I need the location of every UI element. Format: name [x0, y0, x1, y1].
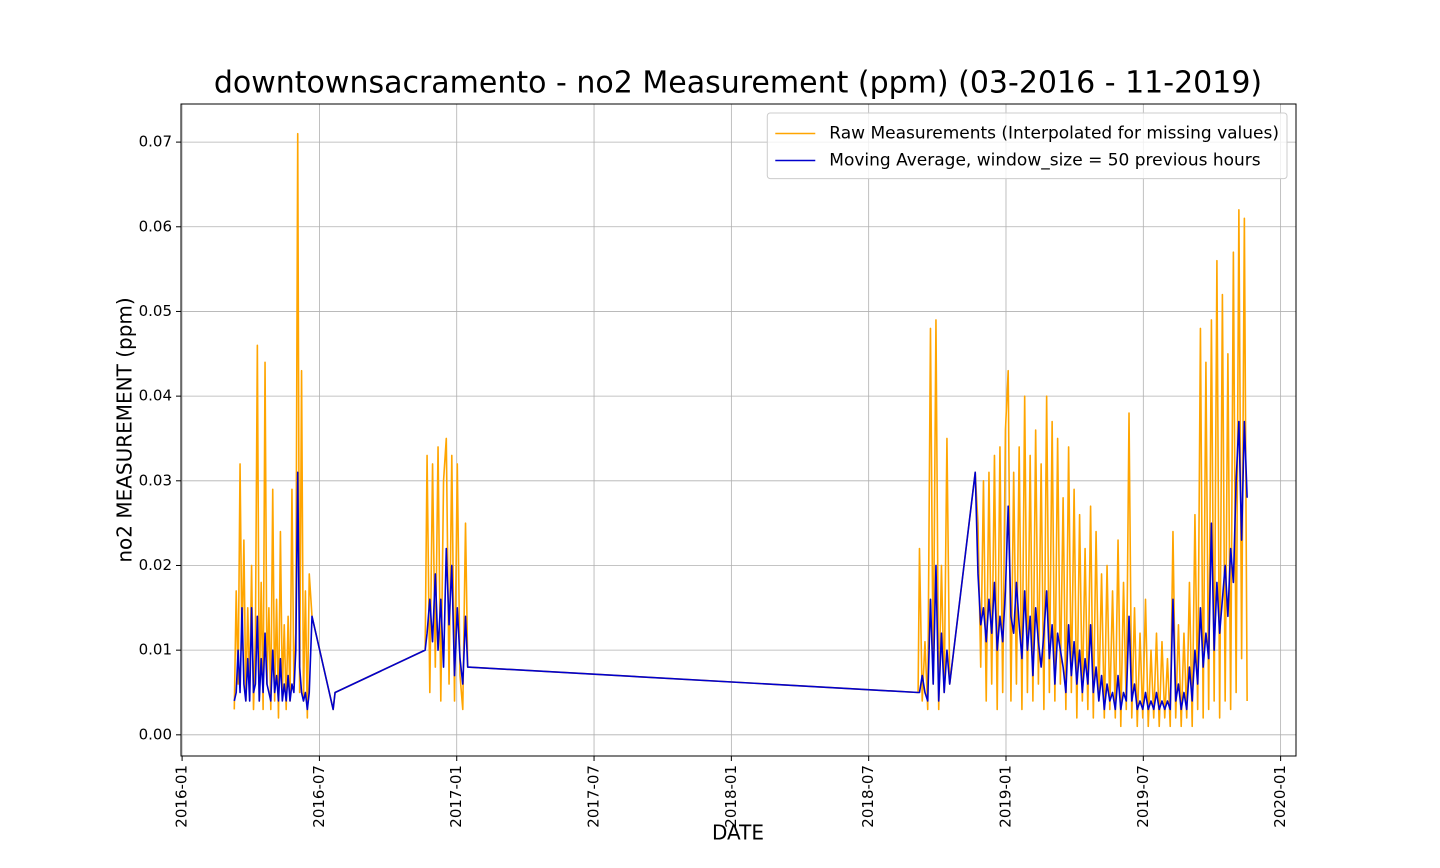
- x-tick-label: 2019-07: [1134, 765, 1152, 828]
- x-tick-label: 2018-07: [859, 765, 877, 828]
- y-tick-label: 0.05: [139, 302, 172, 320]
- ticks: 0.00 0.01 0.02 0.03 0.04 0.05 0.06 0.07 2016-01 2…: [139, 133, 1290, 828]
- legend-label: Moving Average, window_size = 50 previou…: [829, 151, 1261, 171]
- legend-label: Raw Measurements (Interpolated for missi…: [829, 124, 1279, 144]
- x-axis-label: DATE: [712, 821, 764, 845]
- y-axis-label: no2 MEASUREMENT (ppm): [113, 297, 137, 562]
- legend-box: [766, 112, 1288, 180]
- chart-title: downtownsacramento - no2 Measurement (pp…: [214, 66, 1262, 101]
- y-tick-label: 0.03: [139, 471, 172, 489]
- data-line: [233, 132, 1248, 728]
- x-tick-label: 2018-01: [722, 765, 740, 828]
- lines: [233, 132, 1248, 728]
- y-tick-label: 0.04: [139, 387, 172, 405]
- x-tick-label: 2017-01: [447, 765, 465, 828]
- y-tick-label: 0.02: [139, 556, 172, 574]
- x-tick-label: 2019-01: [996, 765, 1014, 828]
- y-tick-label: 0.06: [139, 217, 172, 235]
- legend: Raw Measurements (Interpolated for missi…: [766, 112, 1288, 180]
- data-line: [233, 420, 1248, 711]
- x-tick-label: 2020-01: [1271, 765, 1289, 828]
- x-tick-label: 2016-07: [310, 765, 328, 828]
- y-tick-label: 0.01: [139, 641, 172, 659]
- y-tick-label: 0.07: [139, 133, 172, 151]
- y-tick-label: 0.00: [139, 725, 172, 743]
- x-tick-label: 2017-07: [585, 765, 603, 828]
- x-tick-label: 2016-01: [173, 765, 191, 828]
- plot-frame: [180, 103, 1297, 757]
